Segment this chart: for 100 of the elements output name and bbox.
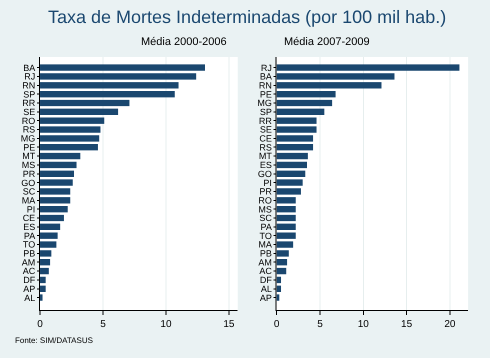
bar <box>276 144 314 150</box>
y-tick-label: MT <box>22 151 36 162</box>
bar <box>276 224 296 230</box>
bar <box>276 152 308 160</box>
y-tick-label: PA <box>260 222 272 232</box>
y-tick-label: PR <box>259 186 272 197</box>
y-tick-label: MS <box>22 160 36 170</box>
bar <box>40 73 196 80</box>
y-tick-label: TO <box>22 240 36 250</box>
y-tick-label: CE <box>22 213 36 224</box>
bar <box>40 268 49 274</box>
bar <box>40 179 73 186</box>
y-tick-label: GO <box>258 168 272 179</box>
bar <box>40 82 179 88</box>
bar <box>40 162 77 168</box>
y-tick-label: AL <box>260 284 272 294</box>
y-tick-label: SC <box>22 186 36 197</box>
bar <box>40 108 118 116</box>
bar <box>276 135 314 142</box>
y-tick-label: AM <box>22 257 36 268</box>
y-tick-label: RO <box>258 195 272 206</box>
y-tick-label: TO <box>260 230 272 241</box>
chart-subtitle: Média 2007-2009 <box>284 36 370 48</box>
y-tick-label: CE <box>259 134 272 144</box>
bar <box>276 108 324 116</box>
bar <box>276 118 317 124</box>
bar <box>40 118 104 124</box>
y-tick-label: BA <box>260 72 272 82</box>
bar <box>276 188 301 195</box>
chart-subtitle: Média 2000-2006 <box>141 36 227 48</box>
bar <box>40 276 46 284</box>
bar <box>276 100 332 106</box>
y-tick-label: RR <box>258 116 272 126</box>
bar <box>40 152 80 160</box>
bar <box>40 214 64 222</box>
y-tick-label: MT <box>258 151 272 162</box>
bar <box>40 206 68 212</box>
bar <box>40 135 100 142</box>
x-tick-label: 0 <box>274 319 280 330</box>
y-tick-label: PB <box>260 248 272 259</box>
bar <box>276 276 282 284</box>
bar <box>276 90 336 98</box>
y-tick-label: MG <box>257 98 272 108</box>
y-tick-label: SC <box>259 213 272 224</box>
y-tick-label: ES <box>260 160 272 170</box>
x-tick-label: 20 <box>444 319 456 330</box>
y-tick-label: DF <box>23 275 36 286</box>
y-tick-label: SE <box>23 107 36 117</box>
bar <box>276 250 289 257</box>
y-tick-label: GO <box>21 178 36 188</box>
bar <box>276 259 288 266</box>
bar <box>40 250 52 257</box>
x-tick-label: 5 <box>317 319 324 330</box>
x-tick-label: 0 <box>37 319 44 330</box>
y-tick-label: MS <box>258 204 272 214</box>
bar <box>40 90 175 98</box>
x-tick-label: 10 <box>160 319 172 330</box>
source-note: Fonte: SIM/DATASUS <box>15 336 93 345</box>
x-tick-label: 5 <box>100 319 106 330</box>
bar <box>40 224 60 230</box>
y-tick-label: AP <box>260 292 272 303</box>
y-tick-label: AP <box>23 284 36 294</box>
bar <box>276 64 460 71</box>
bar <box>40 64 205 71</box>
bar <box>40 126 100 133</box>
y-tick-label: RJ <box>24 72 36 82</box>
x-tick-label: 10 <box>358 319 370 330</box>
y-tick-label: PR <box>22 168 36 179</box>
y-tick-label: SE <box>260 124 272 135</box>
bar <box>276 170 306 177</box>
y-tick-label: DF <box>260 275 272 286</box>
y-tick-label: PB <box>23 248 36 259</box>
y-tick-label: AC <box>259 266 272 276</box>
y-tick-label: RR <box>22 98 36 108</box>
y-tick-label: PI <box>263 178 272 188</box>
bar <box>40 188 70 195</box>
y-tick-label: PE <box>260 89 272 100</box>
bar <box>276 73 394 80</box>
y-tick-label: AC <box>22 266 36 276</box>
y-tick-label: AL <box>24 292 36 303</box>
y-tick-label: RO <box>22 116 36 126</box>
y-tick-label: PE <box>23 142 36 152</box>
y-tick-label: RN <box>258 80 272 90</box>
y-tick-label: SP <box>23 89 36 100</box>
x-tick-label: 15 <box>223 319 235 330</box>
bar <box>40 259 50 266</box>
y-tick-label: RJ <box>260 62 272 73</box>
y-tick-label: RS <box>22 124 36 135</box>
bar <box>276 232 296 239</box>
y-tick-label: MA <box>22 195 36 206</box>
bar <box>40 232 58 239</box>
bar <box>276 162 308 168</box>
bar <box>40 197 70 204</box>
bar <box>276 126 317 133</box>
y-tick-label: MA <box>258 240 272 250</box>
y-tick-label: RN <box>22 80 36 90</box>
bar <box>276 206 296 212</box>
y-tick-label: PI <box>26 204 36 214</box>
bar <box>40 144 98 150</box>
bar <box>276 179 303 186</box>
